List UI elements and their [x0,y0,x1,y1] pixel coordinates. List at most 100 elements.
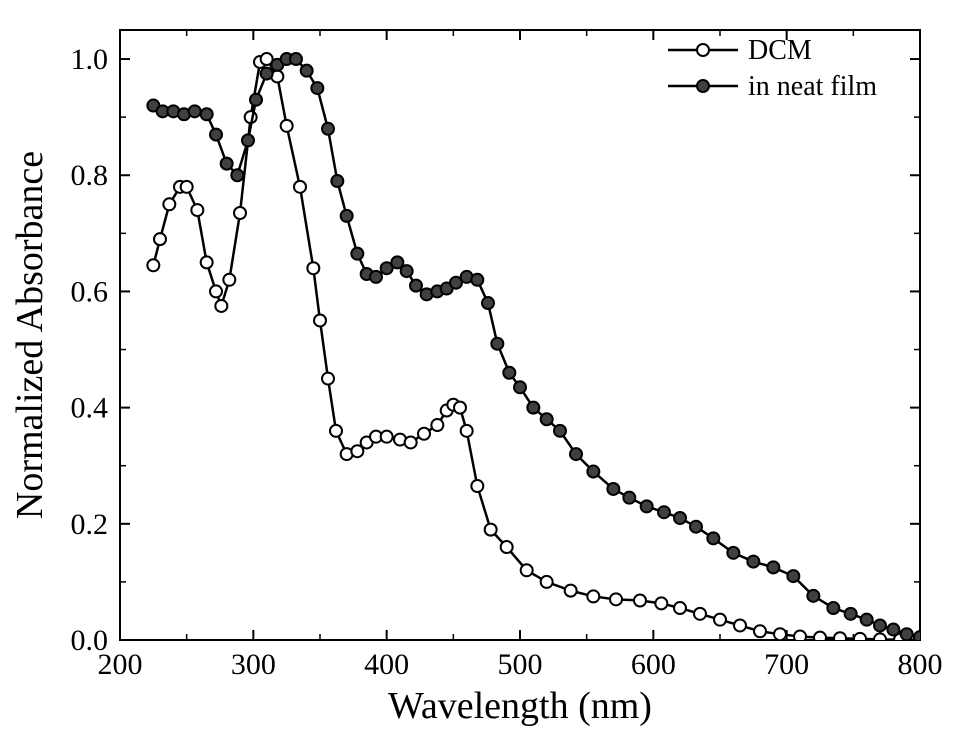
series-marker-neat_film [641,500,653,512]
series-marker-neat_film [727,547,739,559]
series-marker-dcm [191,204,203,216]
series-marker-dcm [181,181,193,193]
series-marker-dcm [405,436,417,448]
series-marker-neat_film [261,68,273,80]
series-marker-neat_film [242,134,254,146]
series-marker-neat_film [311,82,323,94]
series-marker-neat_film [351,248,363,260]
series-marker-neat_film [658,506,670,518]
series-marker-neat_film [901,628,913,640]
series-marker-dcm [694,608,706,620]
series-marker-dcm [163,198,175,210]
series-marker-dcm [774,628,786,640]
series-marker-neat_film [690,521,702,533]
series-marker-neat_film [231,169,243,181]
series-marker-neat_film [471,274,483,286]
series-marker-neat_film [301,65,313,77]
series-marker-dcm [154,233,166,245]
series-marker-neat_film [587,466,599,478]
series-marker-neat_film [554,425,566,437]
series-marker-dcm [674,602,686,614]
series-marker-neat_film [322,123,334,135]
series-marker-neat_film [410,280,422,292]
series-marker-dcm [294,181,306,193]
series-marker-neat_film [541,413,553,425]
legend-label-neat_film: in neat film [748,71,877,102]
series-marker-neat_film [250,94,262,106]
series-marker-dcm [454,402,466,414]
series-marker-dcm [418,428,430,440]
series-marker-dcm [501,541,513,553]
series-marker-dcm [541,576,553,588]
x-tick-label: 700 [764,648,809,681]
series-marker-neat_film [845,608,857,620]
series-marker-dcm [314,314,326,326]
series-marker-neat_film [221,158,233,170]
x-tick-label: 300 [231,648,276,681]
series-marker-neat_film [887,624,899,636]
series-marker-dcm [565,585,577,597]
y-tick-label: 0.8 [71,159,109,192]
y-axis-label: Normalized Absorbance [9,151,51,519]
series-marker-dcm [147,259,159,271]
series-marker-dcm [215,300,227,312]
series-marker-dcm [461,425,473,437]
series-marker-dcm [322,373,334,385]
series-marker-dcm [330,425,342,437]
legend-marker-neat_film [697,80,709,92]
series-marker-neat_film [570,448,582,460]
series-marker-neat_film [514,381,526,393]
series-marker-neat_film [189,105,201,117]
series-marker-neat_film [607,483,619,495]
series-marker-dcm [471,480,483,492]
series-marker-neat_film [201,108,213,120]
series-marker-neat_film [767,561,779,573]
y-tick-label: 0.2 [71,508,109,541]
series-marker-dcm [431,419,443,431]
series-marker-neat_film [874,619,886,631]
series-marker-neat_film [861,614,873,626]
series-marker-neat_film [707,532,719,544]
series-marker-neat_film [674,512,686,524]
series-marker-dcm [655,597,667,609]
series-marker-dcm [485,524,497,536]
series-marker-neat_film [290,53,302,65]
series-marker-neat_film [827,602,839,614]
series-marker-neat_film [401,265,413,277]
series-marker-neat_film [341,210,353,222]
series-marker-dcm [587,590,599,602]
series-marker-neat_film [370,271,382,283]
x-tick-label: 400 [364,648,409,681]
series-marker-neat_film [807,590,819,602]
series-marker-dcm [714,614,726,626]
y-tick-label: 0.4 [71,392,109,425]
series-marker-neat_film [527,402,539,414]
series-marker-dcm [307,262,319,274]
y-tick-label: 1.0 [71,43,109,76]
series-marker-dcm [754,625,766,637]
chart-bg [0,0,958,738]
series-marker-dcm [201,256,213,268]
series-marker-dcm [521,564,533,576]
x-axis-label: Wavelength (nm) [388,685,652,727]
chart-svg: 2003004005006007008000.00.20.40.60.81.0W… [0,0,958,738]
x-tick-label: 600 [631,648,676,681]
series-marker-neat_film [623,492,635,504]
series-marker-neat_film [503,367,515,379]
series-marker-neat_film [491,338,503,350]
series-marker-dcm [223,274,235,286]
y-tick-label: 0.0 [71,624,109,657]
series-marker-dcm [210,285,222,297]
series-marker-dcm [281,120,293,132]
series-marker-dcm [634,594,646,606]
series-marker-neat_film [331,175,343,187]
legend-marker-dcm [697,44,709,56]
series-marker-dcm [234,207,246,219]
y-tick-label: 0.6 [71,275,109,308]
series-marker-dcm [610,593,622,605]
series-marker-dcm [734,619,746,631]
x-tick-label: 800 [898,648,943,681]
legend-label-dcm: DCM [748,35,812,66]
series-marker-neat_film [482,297,494,309]
series-marker-dcm [381,431,393,443]
